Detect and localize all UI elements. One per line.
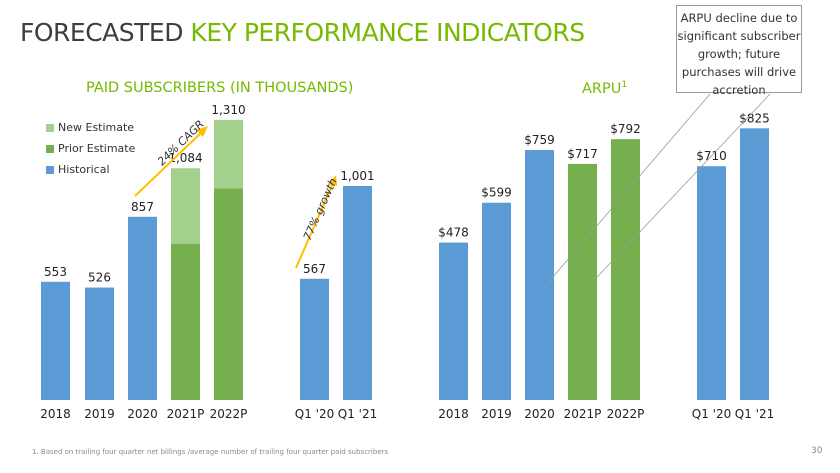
subscribers-data-label: 526 xyxy=(88,271,111,285)
cagr-arrow-head xyxy=(196,126,208,137)
callout-connector-line xyxy=(582,93,771,293)
page-title: FORECASTED KEY PERFORMANCE INDICATORS xyxy=(20,18,585,47)
arpu-bar-historical xyxy=(482,202,511,400)
arpu-data-label: $792 xyxy=(610,122,641,136)
arpu-bar-prior-estimate xyxy=(611,139,640,400)
arpu-bar-historical xyxy=(525,150,554,400)
footnote: 1. Based on trailing four quarter net bi… xyxy=(32,448,389,456)
subscribers-bar-prior-estimate xyxy=(171,243,200,400)
subscribers-bar-historical xyxy=(343,185,372,400)
cagr-arrow-line xyxy=(134,131,203,197)
arpu-bar-historical xyxy=(740,128,769,400)
arpu-x-tick-label: Q1 '20 xyxy=(692,407,731,421)
subscribers-x-tick-label: 2018 xyxy=(40,407,71,421)
arpu-x-tick-label: 2022P xyxy=(607,407,645,421)
subscribers-data-label: 1,001 xyxy=(340,169,374,183)
arpu-bar-historical xyxy=(439,242,468,400)
arpu-x-tick-label: 2021P xyxy=(564,407,602,421)
subscribers-data-label: 567 xyxy=(303,262,326,276)
legend-item-historical: Historical xyxy=(46,159,135,180)
legend-item-new-estimate: New Estimate xyxy=(46,117,135,138)
subscribers-x-tick-label: 2022P xyxy=(210,407,248,421)
subscribers-x-tick-label: 2021P xyxy=(167,407,205,421)
arpu-data-label: $825 xyxy=(739,111,770,125)
legend-swatch-new xyxy=(46,123,54,132)
legend-item-prior-estimate: Prior Estimate xyxy=(46,138,135,159)
subscribers-data-label: 553 xyxy=(44,265,67,279)
subscribers-x-tick-label: Q1 '20 xyxy=(295,407,334,421)
subscribers-bar-historical xyxy=(300,278,329,400)
arpu-data-label: $478 xyxy=(438,226,469,240)
page-number: 30 xyxy=(811,446,823,456)
callout-connector-line xyxy=(539,93,711,293)
subscribers-chart-title: PAID SUBSCRIBERS (IN THOUSANDS) xyxy=(86,80,354,96)
subscribers-bar-new-estimate xyxy=(214,119,243,189)
title-part-2: KEY PERFORMANCE INDICATORS xyxy=(190,18,585,47)
legend-swatch-prior xyxy=(46,144,54,153)
arpu-x-tick-label: 2020 xyxy=(524,407,555,421)
growth-arrow-line xyxy=(295,182,334,269)
arpu-callout-box: ARPU decline due to significant subscrib… xyxy=(676,5,802,97)
subscribers-bar-new-estimate xyxy=(171,168,200,244)
subscribers-x-tick-label: 2020 xyxy=(127,407,158,421)
subscribers-x-tick-label: Q1 '21 xyxy=(338,407,377,421)
subscribers-legend: New Estimate Prior Estimate Historical xyxy=(46,117,135,180)
arpu-chart-title: ARPU1 xyxy=(582,80,628,97)
subscribers-x-tick-label: 2019 xyxy=(84,407,115,421)
arpu-data-label: $599 xyxy=(481,186,512,200)
subscribers-bar-historical xyxy=(41,281,70,400)
subscribers-data-label: 857 xyxy=(131,200,154,214)
arpu-data-label: $759 xyxy=(524,133,555,147)
subscribers-bar-prior-estimate xyxy=(214,188,243,400)
arpu-bar-historical xyxy=(697,166,726,400)
subscribers-bar-historical xyxy=(128,216,157,400)
legend-swatch-historical xyxy=(46,165,54,174)
arpu-x-tick-label: 2018 xyxy=(438,407,469,421)
subscribers-data-label: 1,310 xyxy=(211,103,245,117)
title-part-1: FORECASTED xyxy=(20,18,183,47)
growth-annotation: 77% growth xyxy=(301,176,340,242)
arpu-footnote-marker: 1 xyxy=(621,80,628,90)
arpu-x-tick-label: Q1 '21 xyxy=(735,407,774,421)
subscribers-bar-historical xyxy=(85,287,114,400)
arpu-data-label: $717 xyxy=(567,147,598,161)
arpu-x-tick-label: 2019 xyxy=(481,407,512,421)
growth-arrow-head xyxy=(328,175,337,186)
